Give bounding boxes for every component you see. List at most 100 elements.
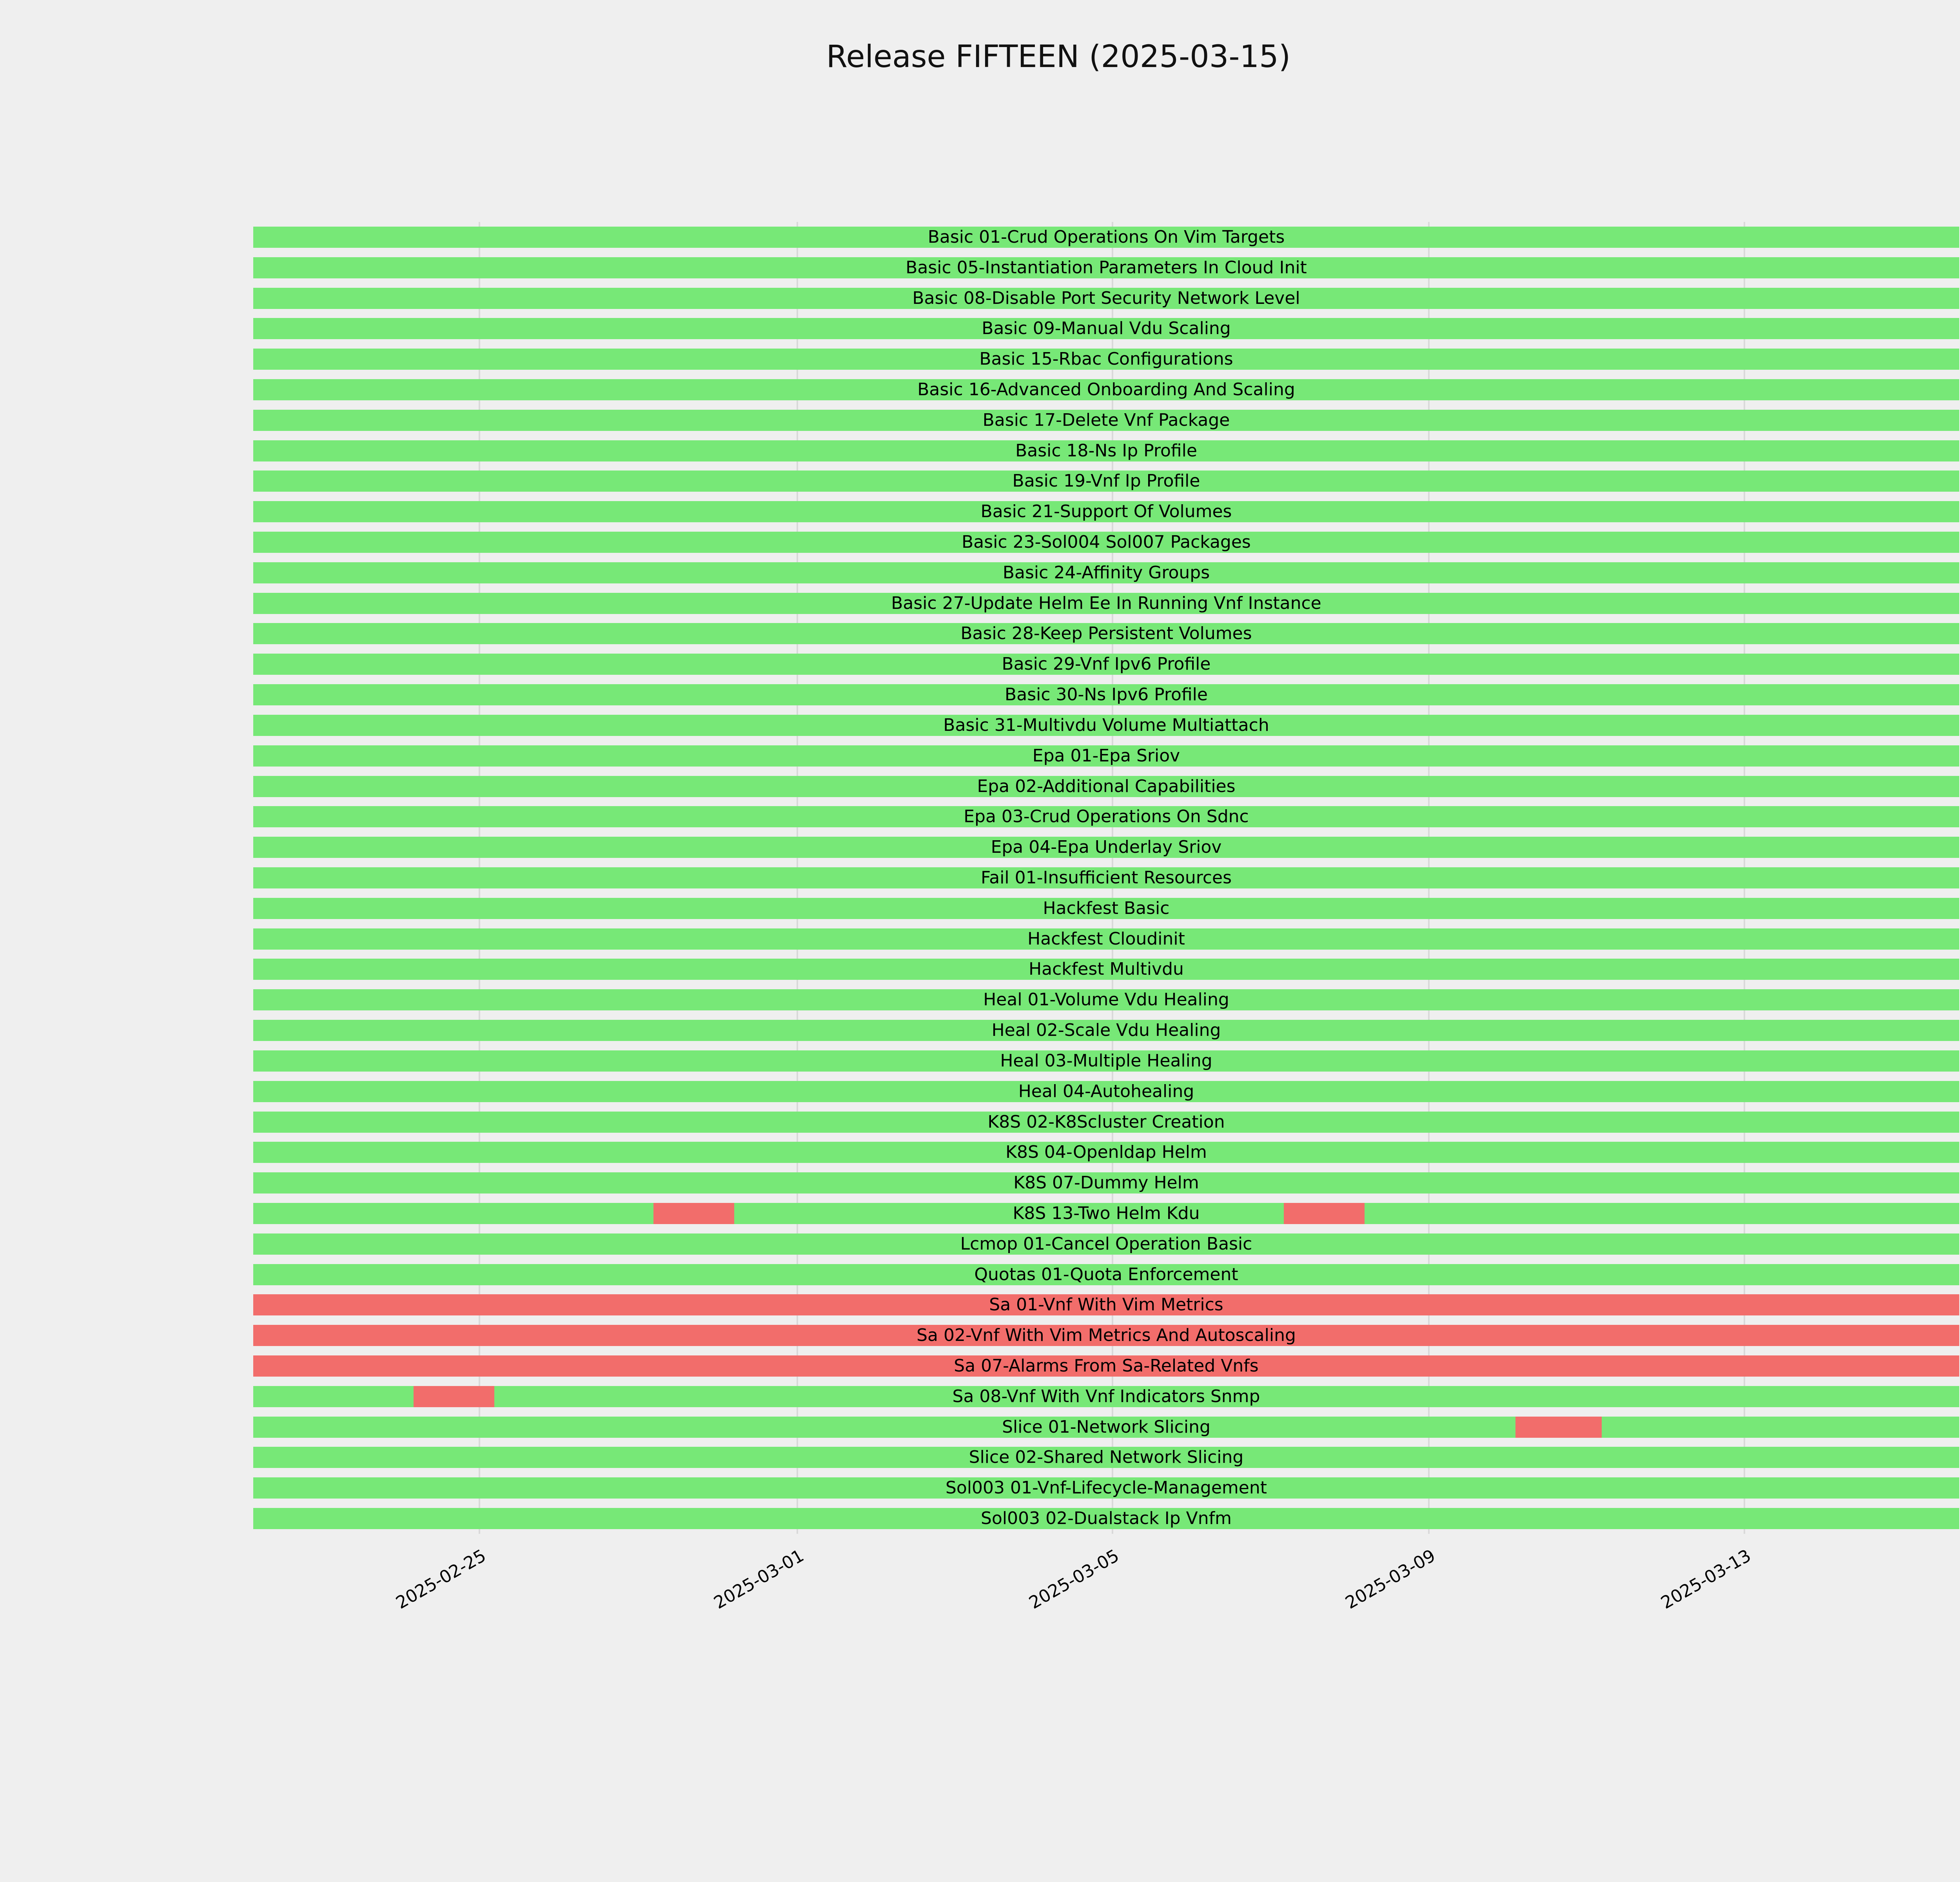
task-row: Basic 28-Keep Persistent Volumes — [253, 623, 1959, 645]
task-bar-fail — [253, 1355, 1959, 1377]
task-label-wrap: K8S 02-K8Scluster Creation — [253, 1112, 1959, 1133]
task-label: Quotas 01-Quota Enforcement — [974, 1264, 1238, 1284]
task-label-wrap: Basic 28-Keep Persistent Volumes — [253, 623, 1959, 644]
task-label-wrap: Basic 01-Crud Operations On Vim Targets — [253, 227, 1959, 248]
task-bar-pass — [253, 379, 1959, 400]
task-row: Hackfest Cloudinit — [253, 928, 1959, 950]
task-row: Basic 05-Instantiation Parameters In Clo… — [253, 257, 1959, 278]
task-label: Basic 17-Delete Vnf Package — [982, 410, 1230, 430]
x-tick-label: 2025-02-25 — [392, 1546, 490, 1613]
task-label: Slice 02-Shared Network Slicing — [969, 1447, 1244, 1468]
task-bar-pass — [253, 897, 1959, 919]
task-label-wrap: Basic 16-Advanced Onboarding And Scaling — [253, 379, 1959, 400]
task-bar-pass — [253, 989, 1959, 1011]
task-label-wrap: Fail 01-Insufficient Resources — [253, 867, 1959, 888]
task-bar-fail — [253, 1325, 1959, 1346]
task-label: Basic 30-Ns Ipv6 Profile — [1005, 685, 1208, 705]
task-label: Epa 01-Epa Sriov — [1032, 745, 1180, 766]
task-bar-pass — [253, 1172, 1959, 1194]
x-axis: 2025-02-25 2025-03-01 2025-03-05 2025-03-09… — [253, 1534, 1959, 1691]
task-bar-pass — [253, 1081, 1959, 1102]
x-tick-label: 2025-03-09 — [1342, 1546, 1439, 1613]
task-label-wrap: Quotas 01-Quota Enforcement — [253, 1264, 1959, 1285]
task-label-wrap: Epa 02-Additional Capabilities — [253, 776, 1959, 797]
task-row: Sa 02-Vnf With Vim Metrics And Autoscali… — [253, 1325, 1959, 1346]
task-label-wrap: Basic 05-Instantiation Parameters In Clo… — [253, 257, 1959, 278]
task-row: Basic 31-Multivdu Volume Multiattach — [253, 714, 1959, 736]
task-label: Heal 01-Volume Vdu Healing — [983, 990, 1229, 1010]
task-row: Basic 09-Manual Vdu Scaling — [253, 318, 1959, 340]
task-label: Heal 02-Scale Vdu Healing — [991, 1020, 1221, 1041]
task-row: Lcmop 01-Cancel Operation Basic — [253, 1233, 1959, 1255]
task-row: Basic 23-Sol004 Sol007 Packages — [253, 532, 1959, 553]
task-label-wrap: Basic 18-Ns Ip Profile — [253, 440, 1959, 461]
task-label: Heal 04-Autohealing — [1018, 1081, 1194, 1101]
task-label: Basic 16-Advanced Onboarding And Scaling — [917, 379, 1295, 400]
task-label: Lcmop 01-Cancel Operation Basic — [960, 1233, 1252, 1254]
task-label-wrap: Slice 02-Shared Network Slicing — [253, 1447, 1959, 1468]
task-label-wrap: Basic 27-Update Helm Ee In Running Vnf I… — [253, 593, 1959, 614]
task-label-wrap: Basic 17-Delete Vnf Package — [253, 410, 1959, 431]
task-label-wrap: K8S 04-Openldap Helm — [253, 1142, 1959, 1163]
task-label-wrap: Basic 19-Vnf Ip Profile — [253, 470, 1959, 492]
task-bar-pass — [253, 1264, 1959, 1285]
task-label-wrap: Hackfest Cloudinit — [253, 928, 1959, 950]
task-bar-pass — [253, 257, 1959, 278]
task-label-wrap: Sa 07-Alarms From Sa-Related Vnfs — [253, 1355, 1959, 1377]
task-label-wrap: K8S 07-Dummy Helm — [253, 1172, 1959, 1194]
task-row: K8S 02-K8Scluster Creation — [253, 1111, 1959, 1133]
task-label: Basic 01-Crud Operations On Vim Targets — [927, 227, 1285, 247]
task-row: K8S 04-Openldap Helm — [253, 1142, 1959, 1163]
x-tick-label: 2025-03-01 — [710, 1546, 808, 1613]
task-label: K8S 07-Dummy Helm — [1013, 1173, 1199, 1193]
task-label: Basic 18-Ns Ip Profile — [1015, 440, 1197, 461]
task-label-wrap: Hackfest Multivdu — [253, 959, 1959, 980]
task-row: Basic 08-Disable Port Security Network L… — [253, 287, 1959, 309]
task-bar-pass — [253, 623, 1959, 645]
fail-segment — [653, 1203, 734, 1224]
task-label: Basic 21-Support Of Volumes — [980, 501, 1232, 522]
task-bar-pass — [253, 1020, 1959, 1041]
task-bar-pass — [253, 409, 1959, 431]
task-bar-pass — [253, 440, 1959, 461]
task-label-wrap: Epa 01-Epa Sriov — [253, 745, 1959, 767]
task-row: Basic 17-Delete Vnf Package — [253, 409, 1959, 431]
task-row: Quotas 01-Quota Enforcement — [253, 1264, 1959, 1285]
task-label: Heal 03-Multiple Healing — [1000, 1050, 1212, 1071]
task-bar-pass — [253, 684, 1959, 706]
fail-segment — [1283, 1203, 1365, 1224]
task-bar-pass — [253, 1477, 1959, 1499]
task-bar-pass — [253, 745, 1959, 767]
plot-area: Basic 01-Crud Operations On Vim Targets B… — [253, 222, 1959, 1534]
task-row: Sol003 02-Dualstack Ip Vnfm — [253, 1508, 1959, 1530]
task-bar-pass — [253, 1050, 1959, 1072]
task-label: Sa 07-Alarms From Sa-Related Vnfs — [954, 1356, 1259, 1376]
task-bar-pass — [253, 1508, 1959, 1530]
task-row: Slice 01-Network Slicing — [253, 1416, 1959, 1438]
task-row: Basic 30-Ns Ipv6 Profile — [253, 684, 1959, 706]
task-bar-pass — [253, 470, 1959, 492]
task-label-wrap: Basic 24-Affinity Groups — [253, 562, 1959, 583]
task-label-wrap: Heal 01-Volume Vdu Healing — [253, 989, 1959, 1010]
task-row: Basic 18-Ns Ip Profile — [253, 440, 1959, 461]
task-label: Sa 02-Vnf With Vim Metrics And Autoscali… — [916, 1325, 1296, 1346]
task-label-wrap: Basic 31-Multivdu Volume Multiattach — [253, 715, 1959, 736]
task-label: Basic 09-Manual Vdu Scaling — [982, 318, 1231, 339]
task-label: Epa 04-Epa Underlay Sriov — [991, 837, 1222, 857]
task-row: Basic 15-Rbac Configurations — [253, 349, 1959, 370]
task-bar-pass — [253, 318, 1959, 340]
task-bar-pass — [253, 867, 1959, 888]
task-label: Sol003 01-Vnf-Lifecycle-Management — [945, 1478, 1267, 1498]
task-row: Hackfest Multivdu — [253, 959, 1959, 980]
task-label-wrap: Sol003 01-Vnf-Lifecycle-Management — [253, 1477, 1959, 1499]
task-label-wrap: Basic 09-Manual Vdu Scaling — [253, 318, 1959, 339]
task-row: Basic 27-Update Helm Ee In Running Vnf I… — [253, 592, 1959, 614]
task-label-wrap: Basic 23-Sol004 Sol007 Packages — [253, 532, 1959, 553]
task-label-wrap: K8S 13-Two Helm Kdu — [253, 1203, 1959, 1224]
task-label: Basic 27-Update Helm Ee In Running Vnf I… — [891, 593, 1321, 613]
task-label: Epa 02-Additional Capabilities — [977, 776, 1236, 796]
task-bar-pass — [253, 1111, 1959, 1133]
task-label-wrap: Basic 08-Disable Port Security Network L… — [253, 288, 1959, 309]
task-label: Sol003 02-Dualstack Ip Vnfm — [981, 1508, 1232, 1529]
task-row: Epa 01-Epa Sriov — [253, 745, 1959, 767]
